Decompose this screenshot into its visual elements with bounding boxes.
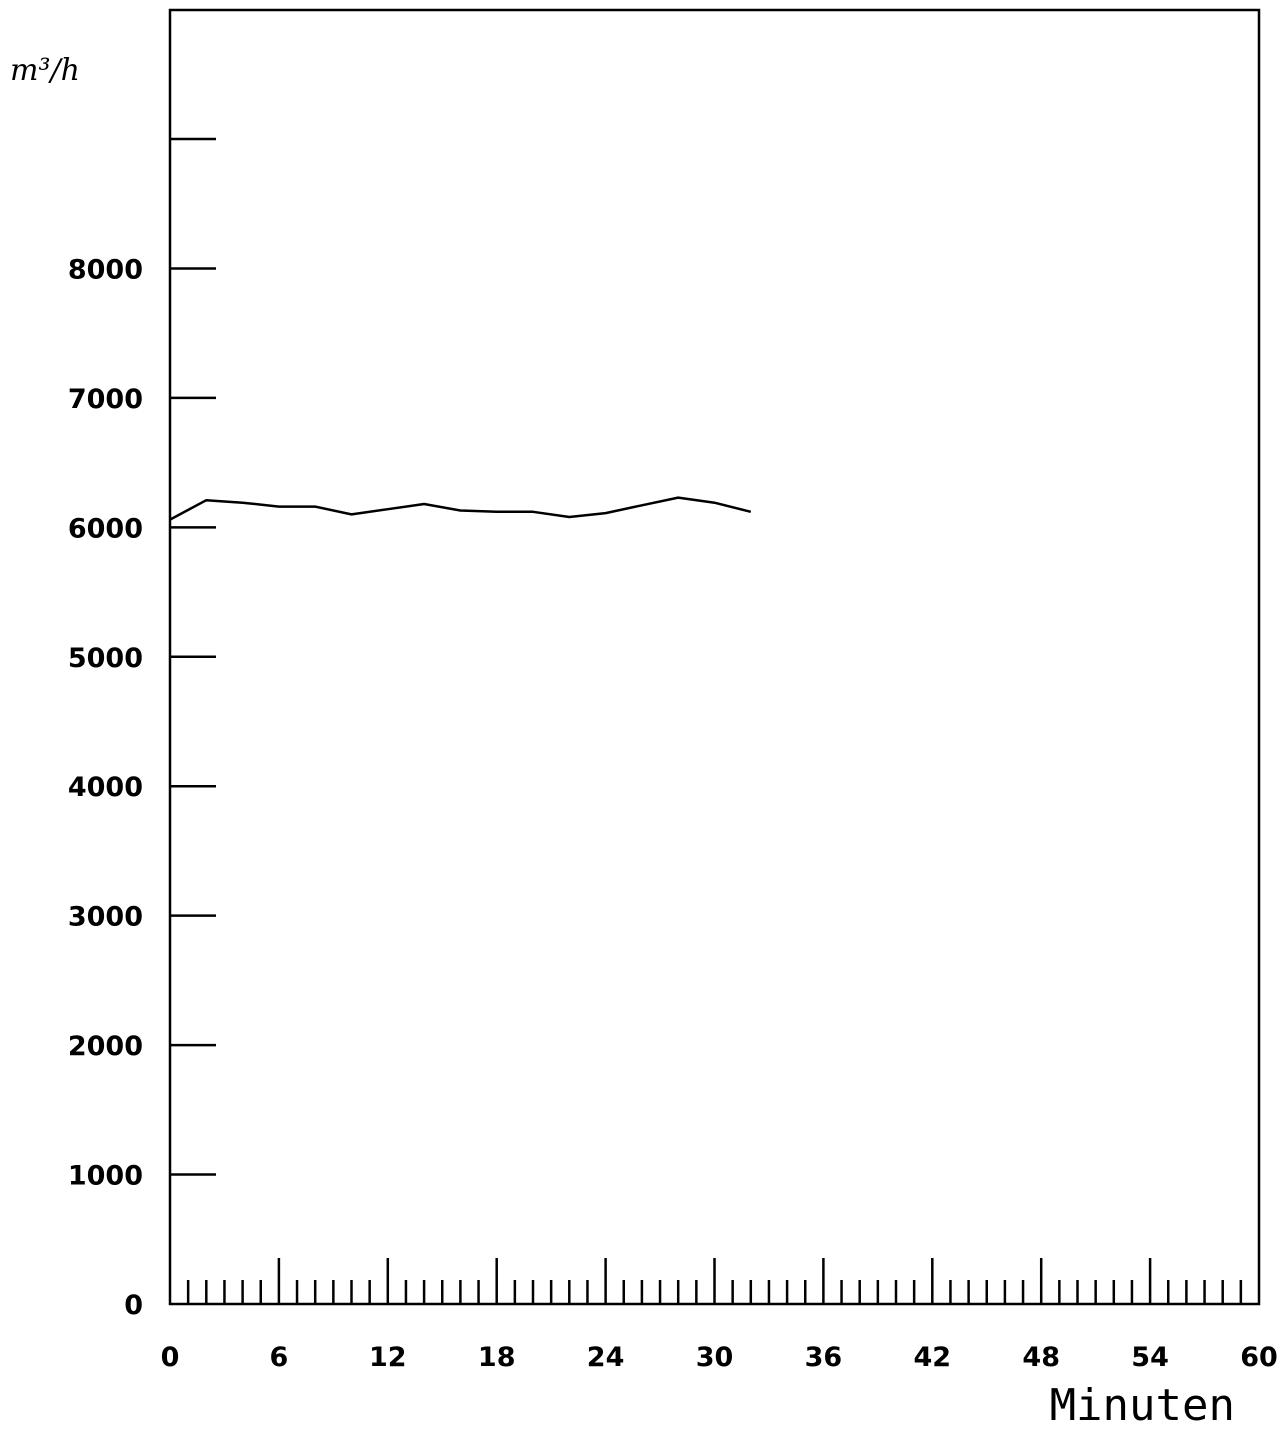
- x-tick-label-60: 60: [1240, 1342, 1278, 1373]
- x-tick-label-24: 24: [587, 1342, 625, 1373]
- y-axis-ticks: 0 1000 2000 3000 4000 5000 6000 7000 8000: [68, 137, 216, 1321]
- y-tick-label-2000: 2000: [68, 1031, 143, 1062]
- y-tick-label-1000: 1000: [68, 1161, 143, 1192]
- y-tick-label-7000: 7000: [68, 384, 143, 415]
- plot-frame: [168, 8, 1261, 1306]
- x-tick-label-0: 0: [161, 1342, 180, 1373]
- y-axis-label: m³/h: [10, 53, 80, 88]
- x-tick-label-42: 42: [914, 1342, 952, 1373]
- x-tick-label-30: 30: [696, 1342, 734, 1373]
- y-tick-label-3000: 3000: [68, 902, 143, 933]
- y-tick-label-4000: 4000: [68, 772, 143, 803]
- y-tick-label-0: 0: [124, 1290, 143, 1321]
- x-tick-label-18: 18: [478, 1342, 516, 1373]
- y-tick-label-6000: 6000: [68, 513, 143, 544]
- x-tick-label-54: 54: [1131, 1342, 1169, 1373]
- x-axis-ticks: 0 6 12 18 24 30 36 42 48 54 60: [161, 1258, 1278, 1373]
- x-tick-label-36: 36: [805, 1342, 843, 1373]
- series-layer: [169, 496, 752, 521]
- x-tick-label-48: 48: [1022, 1342, 1060, 1373]
- x-tick-label-6: 6: [270, 1342, 289, 1373]
- y-tick-label-5000: 5000: [68, 643, 143, 674]
- series-line-0: [169, 496, 752, 521]
- x-axis-label: Minuten: [1050, 1380, 1235, 1430]
- x-tick-label-12: 12: [369, 1342, 407, 1373]
- y-tick-label-8000: 8000: [68, 254, 143, 285]
